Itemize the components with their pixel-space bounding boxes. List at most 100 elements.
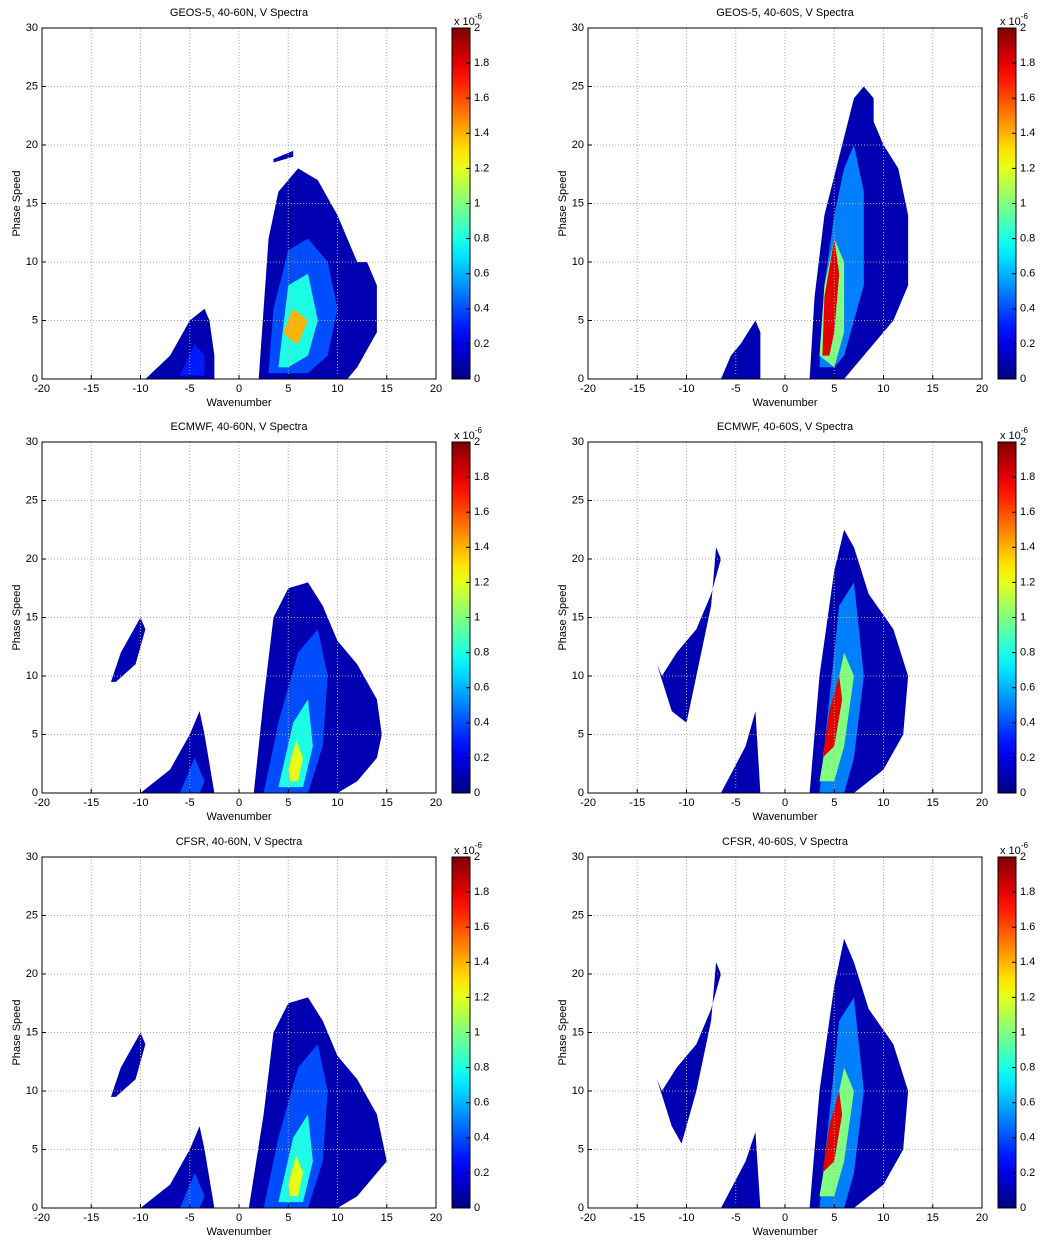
y-axis-label: Phase Speed (557, 999, 569, 1065)
colorbar-tick-label: 0.8 (474, 1062, 489, 1074)
y-tick-label: 15 (572, 1026, 584, 1038)
colorbar-tick-label: 0.4 (474, 1132, 489, 1144)
y-tick-label: 10 (26, 1085, 38, 1097)
colorbar-tick-label: 0.2 (474, 338, 489, 350)
x-tick-label: 10 (877, 797, 889, 809)
contour-region (720, 1131, 761, 1208)
colorbar-tick-label: 2 (474, 851, 480, 863)
contour-region (288, 1155, 304, 1197)
y-tick-label: 15 (26, 197, 38, 209)
y-tick-label: 30 (572, 436, 584, 448)
colorbar-base: x 10 (454, 845, 475, 857)
y-tick-label: 20 (572, 139, 584, 151)
colorbar-tick-label: 1.4 (474, 541, 489, 553)
y-tick-label: 5 (578, 1143, 584, 1155)
colorbar-exponent: -6 (475, 12, 483, 21)
colorbar-tick-label: 1.2 (1020, 576, 1035, 588)
colorbar-tick-label: 0.2 (474, 752, 489, 764)
contour-region (656, 962, 721, 1144)
x-tick-label: 20 (430, 383, 442, 395)
x-tick-label: 5 (285, 383, 291, 395)
x-tick-label: -10 (133, 383, 149, 395)
colorbar-tick-label: 1.6 (1020, 92, 1035, 104)
x-tick-label: -15 (629, 1212, 645, 1224)
colorbar-tick-label: 0.2 (474, 1167, 489, 1179)
colorbar-base: x 10 (1000, 845, 1021, 857)
x-tick-label: 15 (381, 1212, 393, 1224)
y-tick-label: 30 (26, 22, 38, 34)
colorbar-tick-label: 1.8 (1020, 57, 1035, 69)
x-tick-label: -5 (185, 797, 195, 809)
contour-region (720, 320, 761, 379)
y-axis-label: Phase Speed (557, 584, 569, 650)
colorbar-tick-label: 0.8 (474, 233, 489, 245)
axes-box (587, 27, 983, 380)
colorbar-tick-label: 2 (1020, 22, 1026, 34)
y-tick-label: 20 (26, 553, 38, 565)
x-tick-label: -5 (731, 1212, 741, 1224)
chart-title: ECMWF, 40-60N, V Spectra (171, 421, 309, 433)
x-tick-label: 20 (976, 797, 988, 809)
axes-box (41, 27, 437, 380)
y-tick-label: 10 (572, 256, 584, 268)
x-axis-label: Wavenumber (206, 397, 271, 409)
y-tick-label: 30 (572, 851, 584, 863)
y-tick-label: 25 (26, 494, 38, 506)
x-tick-label: 0 (782, 383, 788, 395)
y-tick-label: 30 (26, 436, 38, 448)
x-tick-label: -10 (679, 1212, 695, 1224)
x-tick-label: -10 (679, 797, 695, 809)
contour-region (288, 740, 304, 782)
y-tick-label: 5 (578, 314, 584, 326)
colorbar-tick-label: 1.2 (474, 991, 489, 1003)
colorbar-tick-label: 1.6 (1020, 506, 1035, 518)
y-tick-label: 20 (26, 139, 38, 151)
colorbar-tick-label: 1.6 (1020, 921, 1035, 933)
colorbar-tick-label: 0.8 (1020, 233, 1035, 245)
x-tick-label: 15 (927, 797, 939, 809)
y-tick-label: 30 (572, 22, 584, 34)
y-tick-label: 25 (26, 909, 38, 921)
contour-region (283, 308, 308, 344)
colorbar-tick-label: 1.4 (1020, 127, 1035, 139)
contour-region (822, 1091, 843, 1173)
colorbar-tick-label: 0.6 (474, 1097, 489, 1109)
y-tick-label: 20 (572, 968, 584, 980)
x-tick-label: 5 (285, 1212, 291, 1224)
colorbar-tick-label: 1.6 (474, 506, 489, 518)
x-tick-label: 20 (430, 1212, 442, 1224)
contour-region (179, 757, 205, 793)
plot-area (588, 857, 982, 1208)
x-tick-label: -20 (34, 383, 50, 395)
y-tick-label: 20 (26, 968, 38, 980)
colorbar-tick-label: 0.4 (474, 303, 489, 315)
colorbar-tick-label: 1 (474, 197, 480, 209)
colorbar-tick-label: 0.4 (1020, 1132, 1035, 1144)
contour-region (273, 150, 294, 163)
colorbar-tick-label: 0.8 (474, 647, 489, 659)
x-tick-label: -20 (34, 797, 50, 809)
contour-region (720, 711, 761, 793)
colorbar-scale: x 10-6 (1000, 12, 1028, 28)
y-tick-label: 10 (572, 670, 584, 682)
colorbar-tick-label: 1.8 (1020, 471, 1035, 483)
colorbar-tick-label: 1.6 (474, 92, 489, 104)
plot-area (588, 442, 982, 793)
x-tick-label: -5 (185, 1212, 195, 1224)
contour-region (110, 617, 146, 682)
y-tick-label: 15 (26, 1026, 38, 1038)
y-tick-label: 0 (578, 373, 584, 385)
x-tick-label: 0 (782, 797, 788, 809)
colorbar-tick-label: 2 (474, 436, 480, 448)
contour-region (110, 1032, 146, 1097)
colorbar-tick-label: 0 (474, 1202, 480, 1214)
x-tick-label: -15 (629, 383, 645, 395)
x-tick-label: 15 (381, 797, 393, 809)
y-tick-label: 5 (578, 728, 584, 740)
contour-region (656, 547, 721, 723)
y-tick-label: 0 (32, 1202, 38, 1214)
colorbar-tick-label: 0.2 (1020, 338, 1035, 350)
x-tick-label: -5 (185, 383, 195, 395)
